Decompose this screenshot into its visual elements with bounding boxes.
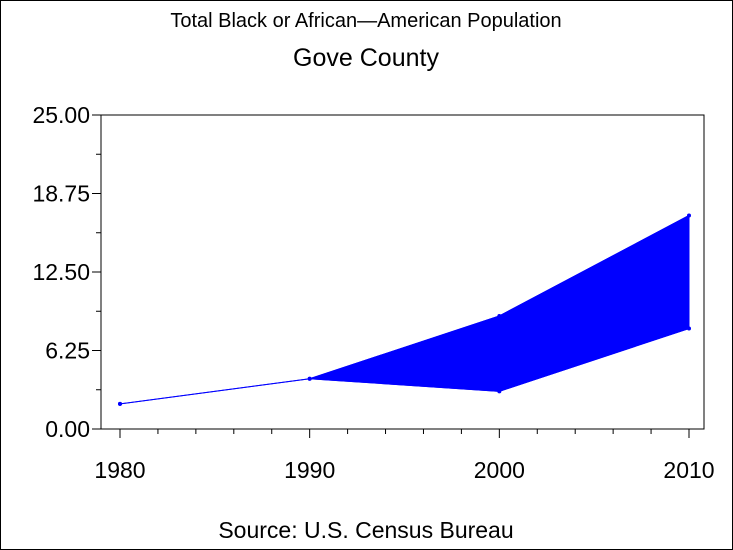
chart-subtitle: Gove County xyxy=(293,44,439,72)
source-note: Source: U.S. Census Bureau xyxy=(218,517,513,543)
x-tick-label: 2000 xyxy=(474,457,525,483)
series-line-1 xyxy=(119,328,690,405)
chart-title: Total Black or African—American Populati… xyxy=(170,10,561,32)
y-tick-label: 18.75 xyxy=(32,181,90,207)
series-line-layer xyxy=(119,215,690,405)
range-band xyxy=(309,214,690,392)
data-point-layer xyxy=(118,213,691,406)
y-tick-label: 25.00 xyxy=(32,102,90,128)
x-tick-label: 1980 xyxy=(94,457,145,483)
y-tick-label: 6.25 xyxy=(45,338,90,364)
y-tick-label: 0.00 xyxy=(45,416,90,442)
data-point-s0-2000 xyxy=(497,313,502,318)
y-axis: 0.00 6.25 12.50 18.75 25.00 xyxy=(32,102,101,442)
data-point-s1-1980 xyxy=(118,401,122,406)
range-band-layer xyxy=(309,214,690,392)
x-axis: 1980 1990 2000 2010 xyxy=(94,429,715,483)
data-point-s1-2010 xyxy=(687,326,691,331)
data-point-s0-2010 xyxy=(687,213,691,218)
data-point-s1-2000 xyxy=(497,389,502,394)
data-point-s1-1990 xyxy=(307,376,312,381)
y-tick-label: 12.50 xyxy=(32,259,90,285)
x-tick-label: 1990 xyxy=(284,457,335,483)
x-tick-label: 2010 xyxy=(663,457,714,483)
